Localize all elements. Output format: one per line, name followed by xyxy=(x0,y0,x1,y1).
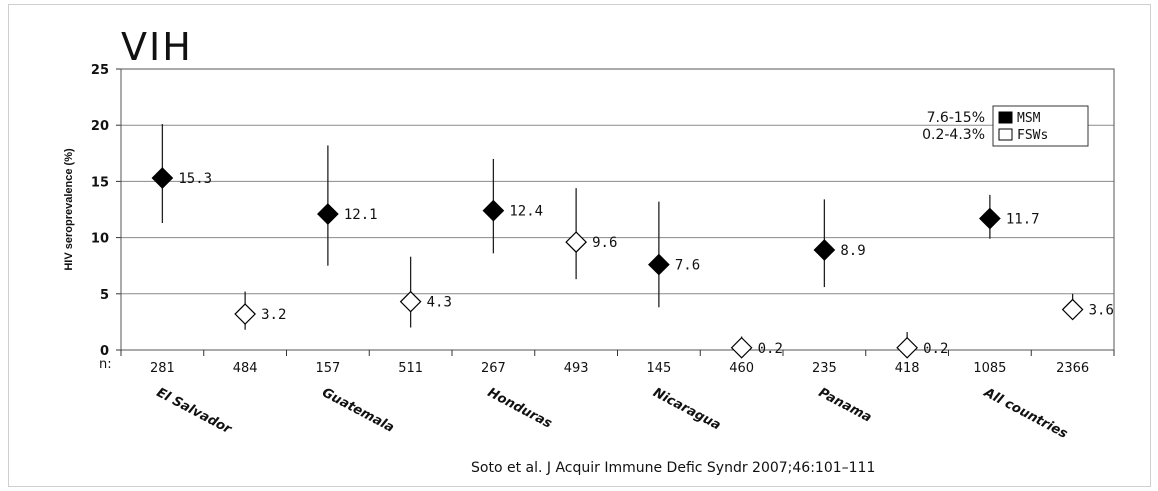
citation: Soto et al. J Acquir Immune Defic Syndr … xyxy=(471,460,875,476)
n-label: 2366 xyxy=(1056,361,1089,376)
chart-frame: VIH 0 5 10 15 20 25 HIV seroprevalence (%) n: 15… xyxy=(8,4,1151,487)
fsw-marker xyxy=(399,290,422,313)
data-label: 0.2 xyxy=(923,341,948,357)
msm-marker xyxy=(151,167,174,189)
category-label: Honduras xyxy=(485,385,555,431)
n-label: 493 xyxy=(564,361,589,376)
fsw-marker xyxy=(896,336,918,359)
n-label: 484 xyxy=(233,361,258,376)
y-tick-label: 0 xyxy=(100,344,109,359)
data-label: 9.6 xyxy=(592,235,617,251)
data-label: 12.4 xyxy=(509,204,543,220)
n-label: 157 xyxy=(315,361,340,376)
data-label: 7.6 xyxy=(675,258,700,274)
data-label: 15.3 xyxy=(178,171,212,187)
fsw-marker xyxy=(565,231,587,253)
data-label: 11.7 xyxy=(1006,211,1040,227)
n-label: 1085 xyxy=(973,361,1006,376)
data-label: 12.1 xyxy=(344,207,378,223)
category-label: Guatemala xyxy=(319,385,396,435)
data-label: 3.6 xyxy=(1089,303,1114,319)
msm-marker xyxy=(317,203,339,225)
data-label: 0.2 xyxy=(758,341,783,357)
fsw-marker xyxy=(234,303,256,325)
msm-marker xyxy=(648,253,670,276)
y-tick-label: 5 xyxy=(100,288,109,303)
data-label: 3.2 xyxy=(261,307,286,323)
legend-msm-label: MSM xyxy=(1017,111,1041,126)
y-axis-label: HIV seroprevalence (%) xyxy=(63,148,75,271)
n-label: 418 xyxy=(895,361,920,376)
chart-svg: VIH 0 5 10 15 20 25 HIV seroprevalence (%) n: 15… xyxy=(63,25,1115,476)
y-tick-label: 10 xyxy=(91,232,109,247)
legend-fsw-label: FSWs xyxy=(1017,128,1048,143)
n-label: 511 xyxy=(398,361,423,376)
chart-title: VIH xyxy=(121,25,193,69)
n-label: 235 xyxy=(812,361,837,376)
y-tick-label: 20 xyxy=(91,119,109,134)
msm-range-label: 7.6-15% xyxy=(927,110,985,126)
category-label: Nicaragua xyxy=(650,385,723,433)
fsw-range-label: 0.2-4.3% xyxy=(922,127,985,143)
msm-marker xyxy=(979,207,1001,230)
n-label: 145 xyxy=(646,361,671,376)
y-tick-label: 15 xyxy=(91,175,109,190)
category-label: All countries xyxy=(980,385,1070,442)
category-label: El Salvador xyxy=(154,385,235,438)
msm-marker xyxy=(813,239,836,261)
fsw-marker xyxy=(730,336,753,359)
n-label: 281 xyxy=(150,361,175,376)
data-label: 4.3 xyxy=(427,295,452,311)
legend-msm-swatch xyxy=(998,111,1013,124)
legend-fsw-swatch xyxy=(998,128,1013,141)
n-label: 460 xyxy=(729,361,754,376)
fsw-marker xyxy=(1061,298,1084,321)
msm-marker xyxy=(482,199,505,222)
plot-area: 0 5 10 15 20 25 HIV seroprevalence (%) n: 15.3 28… xyxy=(63,63,1115,442)
y-tick-label: 25 xyxy=(91,63,109,78)
data-label: 8.9 xyxy=(840,243,865,259)
n-label: 267 xyxy=(481,361,506,376)
category-label: Panama xyxy=(816,385,874,425)
n-prefix: n: xyxy=(99,357,112,372)
